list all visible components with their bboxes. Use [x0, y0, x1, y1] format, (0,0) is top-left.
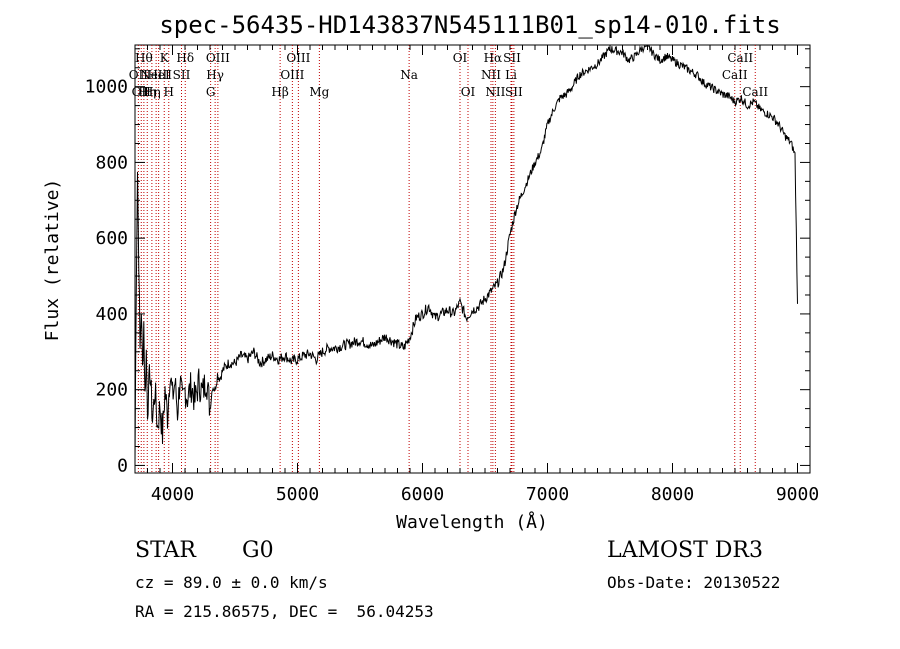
line-label-10: Hδ [176, 51, 194, 65]
chart-title: spec-56435-HD143837N545111B01_sp14-010.f… [159, 11, 780, 39]
obs-date: Obs-Date: 20130522 [607, 573, 781, 592]
emission-line-markers [137, 45, 756, 473]
y-tick-label-1000: 1000 [85, 77, 128, 98]
x-tick-label-6000: 6000 [401, 484, 444, 505]
line-label-7: K [160, 51, 170, 65]
coordinates-text: RA = 215.86575, DEC = 56.04253 [135, 602, 434, 621]
line-label-25: SII [503, 51, 521, 65]
line-label-28: CaII [727, 51, 753, 65]
x-axis-ticks: 4000 5000 6000 7000 8000 9000 [147, 45, 819, 505]
x-axis-label: Wavelength (Å) [396, 511, 548, 533]
x-tick-label-4000: 4000 [151, 484, 194, 505]
y-axis-label: Flux (relative) [42, 179, 63, 342]
y-axis-ticks: 0 200 400 600 800 1000 [85, 48, 810, 476]
line-label-17: Mg [309, 85, 329, 99]
line-label-6: HeI [147, 68, 170, 82]
object-class: STAR [135, 538, 196, 563]
line-label-15: OIII [280, 68, 304, 82]
flux-series-line [134, 45, 798, 464]
plot-frame [134, 44, 811, 474]
x-tick-label-5000: 5000 [276, 484, 319, 505]
line-label-29: CaII [742, 85, 768, 99]
line-label-9: SII [173, 68, 191, 82]
line-label-12: Hγ [206, 68, 224, 82]
line-label-2: Hθ [135, 51, 153, 65]
line-label-19: OI [453, 51, 468, 65]
line-label-11: G [206, 85, 216, 99]
x-tick-label-8000: 8000 [651, 484, 694, 505]
y-tick-label-800: 800 [95, 152, 128, 173]
line-label-13: OIII [206, 51, 230, 65]
line-label-1: OII [132, 85, 152, 99]
line-label-27: CaII [722, 68, 748, 82]
redshift-text: cz = 89.0 ± 0.0 km/s [135, 573, 328, 592]
y-tick-label-0: 0 [117, 455, 128, 476]
line-label-22: Hα [484, 51, 503, 65]
line-label-24: Li [505, 68, 517, 82]
x-tick-label-9000: 9000 [776, 484, 819, 505]
y-tick-label-200: 200 [95, 380, 128, 401]
line-label-21: NII [481, 68, 501, 82]
line-label-14: Hβ [271, 85, 288, 99]
line-label-26: SII [505, 85, 523, 99]
y-tick-label-600: 600 [95, 228, 128, 249]
line-label-0: OII [129, 68, 149, 82]
line-label-23: NII [485, 85, 505, 99]
line-label-3: Hη [138, 85, 156, 99]
line-label-20: OI [461, 85, 476, 99]
y-tick-label-400: 400 [95, 304, 128, 325]
line-label-4: Hη [143, 85, 161, 99]
line-label-5: NeIII [140, 68, 172, 82]
line-label-18: Na [400, 68, 418, 82]
line-label-8: H [164, 85, 174, 99]
survey-label: LAMOST DR3 [607, 538, 763, 563]
x-tick-label-7000: 7000 [526, 484, 569, 505]
line-label-16: OIII [286, 51, 310, 65]
object-subclass: G0 [242, 538, 274, 563]
